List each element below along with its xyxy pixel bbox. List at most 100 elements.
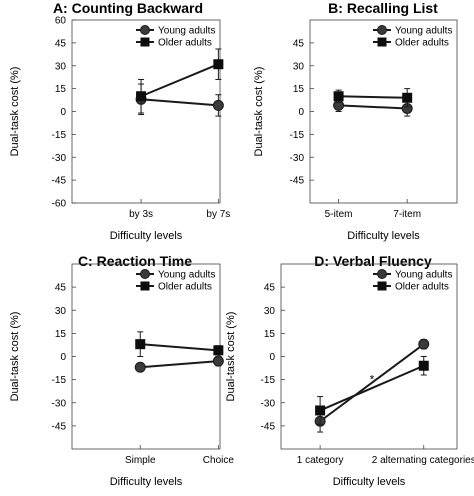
y-tick-label: -15 (52, 375, 67, 386)
legend-label: Older adults (395, 38, 449, 49)
chart-panel-4: D: Verbal Fluency -45 -30 -15 0 15 30 45 1 categ… (225, 253, 474, 488)
y-tick-label: -60 (52, 199, 67, 210)
data-point-square (135, 339, 146, 350)
data-point-square (136, 91, 147, 102)
y-axis-label: Dual-task cost (%) (9, 67, 21, 157)
legend-label: Young adults (158, 270, 215, 281)
legend-marker-square (140, 37, 150, 47)
y-tick-label: -45 (52, 421, 67, 432)
y-tick-label: 15 (55, 84, 67, 95)
y-tick-label: 45 (55, 283, 67, 294)
y-axis-label: Dual-task cost (%) (253, 67, 265, 157)
data-point-square (402, 92, 413, 103)
legend-label: Older adults (395, 282, 449, 293)
y-tick-label: -15 (261, 375, 276, 386)
y-tick-label: 30 (293, 61, 305, 72)
y-tick-label: 30 (264, 306, 276, 317)
data-point-circle (134, 361, 146, 373)
legend-marker-circle (140, 269, 150, 279)
y-axis-label: Dual-task cost (%) (9, 312, 21, 402)
x-tick-label: by 7s (206, 209, 230, 220)
series-line (140, 63, 219, 98)
data-point-square (315, 405, 326, 416)
y-tick-label: 45 (293, 38, 305, 49)
legend-marker-circle (377, 25, 387, 35)
x-axis-label: Difficulty levels (110, 476, 183, 488)
legend-label: Young adults (395, 26, 452, 37)
chart-panel-2: B: Recalling List -45 -30 -15 0 15 30 45 5-item 7… (253, 0, 458, 242)
chart-panel-3: C: Reaction Time -45 -30 -15 0 15 30 45 Simple Ch… (9, 253, 234, 488)
data-point-circle (418, 338, 430, 350)
y-axis-label: Dual-task cost (%) (225, 312, 237, 402)
y-tick-label: 0 (60, 352, 66, 363)
y-tick-label: 30 (55, 306, 67, 317)
y-tick-label: -15 (52, 130, 67, 141)
series-circle (333, 98, 413, 117)
legend-label: Young adults (395, 270, 452, 281)
x-tick-label: Choice (203, 455, 235, 466)
series-line (338, 95, 408, 99)
series-square (136, 48, 224, 114)
chart-title: D: Verbal Fluency (314, 253, 432, 269)
series-line (140, 343, 219, 352)
y-tick-label: -30 (52, 153, 67, 164)
y-tick-label: -30 (261, 398, 276, 409)
series-line (319, 364, 425, 412)
y-tick-label: 0 (298, 107, 304, 118)
legend-label: Older adults (158, 38, 212, 49)
legend-marker-square (140, 281, 150, 291)
series-circle (135, 83, 224, 117)
y-tick-label: -45 (290, 176, 305, 187)
series-line (319, 343, 425, 423)
x-tick-label: Simple (125, 455, 156, 466)
data-point-square (333, 91, 344, 102)
y-tick-label: 15 (293, 84, 305, 95)
series-line (338, 104, 408, 110)
y-tick-label: -30 (290, 153, 305, 164)
y-tick-label: -15 (290, 130, 305, 141)
legend-marker-square (377, 281, 387, 291)
significance-asterisk: * (370, 373, 375, 387)
x-tick-label: by 3s (129, 209, 153, 220)
y-tick-label: 15 (55, 329, 67, 340)
data-point-square (213, 59, 224, 70)
chart-title: C: Reaction Time (78, 253, 192, 269)
series-square (135, 331, 224, 357)
y-tick-label: -45 (261, 421, 276, 432)
series-square (333, 88, 413, 108)
y-tick-label: 45 (55, 38, 67, 49)
series-line (140, 360, 219, 369)
chart-title: B: Recalling List (328, 0, 438, 16)
data-point-square (213, 345, 224, 356)
chart-panel-1: A: Counting Backward -60 -45 -30 -15 0 15 30 45 6… (9, 0, 230, 242)
data-point-circle (212, 355, 224, 367)
y-tick-label: -30 (52, 398, 67, 409)
y-tick-label: -45 (52, 176, 67, 187)
y-tick-label: 0 (60, 107, 66, 118)
series-square (315, 356, 429, 425)
x-axis-label: Difficulty levels (110, 230, 183, 242)
y-tick-label: 0 (269, 352, 275, 363)
y-tick-label: 45 (264, 283, 276, 294)
y-tick-label: 60 (55, 16, 67, 27)
x-axis-label: Difficulty levels (347, 230, 420, 242)
legend-marker-circle (377, 269, 387, 279)
chart-title: A: Counting Backward (53, 0, 203, 16)
x-axis-label: Difficulty levels (333, 476, 406, 488)
series-circle (134, 355, 224, 373)
x-tick-label: 5-item (325, 209, 353, 220)
data-point-square (418, 360, 429, 371)
x-tick-label: 7-item (393, 209, 421, 220)
legend-label: Young adults (158, 26, 215, 37)
legend-marker-square (377, 37, 387, 47)
legend-label: Older adults (158, 282, 212, 293)
x-tick-label: 1 category (297, 455, 344, 466)
data-point-circle (212, 99, 224, 111)
y-tick-label: 15 (264, 329, 276, 340)
series-line (140, 98, 219, 107)
